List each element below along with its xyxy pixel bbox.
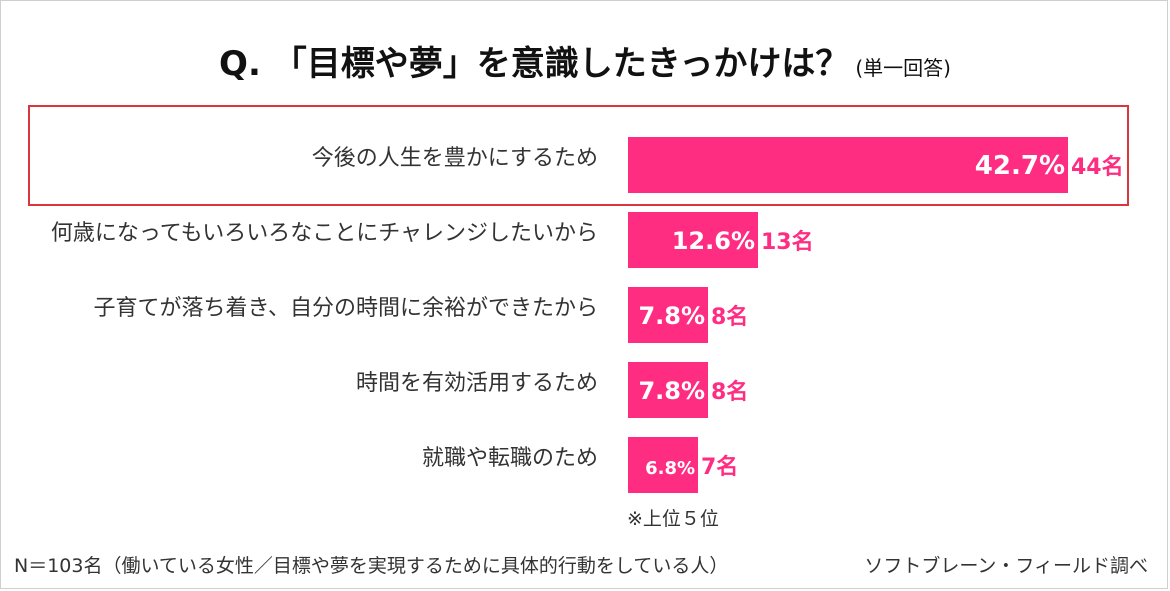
value-label-1: 12.6% xyxy=(672,227,755,255)
count-label-4: 7名 xyxy=(701,454,738,480)
category-label-1: 何歳になってもいろいろなことにチャレンジしたいから xyxy=(51,221,598,246)
chart-title: Q. 「目標や夢」を意識したきっかけは？ (単一回答) xyxy=(0,36,1170,85)
count-label-2: 8名 xyxy=(711,304,748,330)
bar-2 xyxy=(628,287,708,343)
count-label-1: 13名 xyxy=(761,229,814,255)
source-note: ソフトブレーン・フィールド調べ xyxy=(864,555,1148,577)
highlight-box xyxy=(28,105,1129,206)
sample-note: N＝103名（働いている女性／目標や夢を実現するために具体的行動をしている人） xyxy=(14,555,729,577)
title-note: (単一回答) xyxy=(855,56,951,80)
category-label-2: 子育てが落ち着き、自分の時間に余裕ができたから xyxy=(94,296,598,321)
category-label-3: 時間を有効活用するため xyxy=(356,371,598,396)
footnote: ※上位５位 xyxy=(627,508,719,530)
bar-0 xyxy=(628,137,1068,193)
value-label-3: 7.8% xyxy=(638,377,705,405)
value-label-0: 42.7% xyxy=(975,151,1065,181)
title-main: Q. 「目標や夢」を意識したきっかけは？ xyxy=(219,44,850,84)
bar-3 xyxy=(628,362,708,418)
count-label-0: 44名 xyxy=(1071,154,1124,180)
count-label-3: 8名 xyxy=(711,379,748,405)
category-label-4: 就職や転職のため xyxy=(422,446,598,471)
value-label-2: 7.8% xyxy=(638,302,705,330)
bar-1 xyxy=(628,212,758,268)
bar-4 xyxy=(628,437,698,493)
value-label-4: 6.8% xyxy=(645,458,695,479)
category-label-0: 今後の人生を豊かにするため xyxy=(312,146,598,171)
